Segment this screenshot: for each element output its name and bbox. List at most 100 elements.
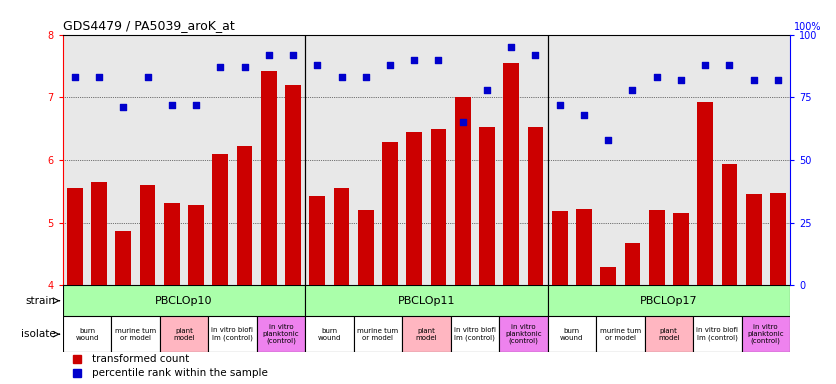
Point <box>553 102 566 108</box>
Bar <box>431 129 446 285</box>
Text: in vitro biofi
lm (control): in vitro biofi lm (control) <box>212 328 253 341</box>
Point <box>140 74 154 80</box>
Text: in vitro
planktonic
(control): in vitro planktonic (control) <box>747 324 784 344</box>
Point <box>407 56 421 63</box>
Bar <box>721 164 737 285</box>
Bar <box>261 71 277 285</box>
Point <box>601 137 614 143</box>
Bar <box>746 194 762 285</box>
Point <box>189 102 202 108</box>
Bar <box>402 316 451 352</box>
Point <box>237 64 251 70</box>
Point <box>310 61 324 68</box>
Bar <box>285 85 301 285</box>
Bar <box>770 193 786 285</box>
Bar <box>111 316 160 352</box>
Bar <box>499 316 548 352</box>
Bar <box>63 285 305 316</box>
Bar <box>305 316 354 352</box>
Text: murine tum
or model: murine tum or model <box>115 328 156 341</box>
Point <box>625 87 639 93</box>
Bar <box>91 182 107 285</box>
Bar <box>354 316 402 352</box>
Bar <box>649 210 665 285</box>
Point <box>334 74 348 80</box>
Text: GDS4479 / PA5039_aroK_at: GDS4479 / PA5039_aroK_at <box>63 19 234 32</box>
Point <box>722 61 736 68</box>
Bar <box>67 188 83 285</box>
Bar <box>548 285 790 316</box>
Bar <box>693 316 742 352</box>
Point <box>504 44 517 50</box>
Bar <box>479 127 495 285</box>
Bar <box>309 196 325 285</box>
Point <box>771 77 784 83</box>
Bar <box>382 142 398 285</box>
Text: percentile rank within the sample: percentile rank within the sample <box>92 368 268 378</box>
Text: in vitro
planktonic
(control): in vitro planktonic (control) <box>263 324 299 344</box>
Bar <box>160 316 208 352</box>
Bar <box>742 316 790 352</box>
Text: transformed count: transformed count <box>92 354 189 364</box>
Bar <box>305 285 548 316</box>
Text: burn
wound: burn wound <box>75 328 99 341</box>
Text: strain: strain <box>25 296 55 306</box>
Text: PBCLOp17: PBCLOp17 <box>640 296 697 306</box>
Point <box>480 87 493 93</box>
Bar <box>552 212 568 285</box>
Point <box>165 102 178 108</box>
Point <box>698 61 711 68</box>
Text: PBCLOp10: PBCLOp10 <box>155 296 212 306</box>
Bar <box>451 316 499 352</box>
Bar <box>63 316 111 352</box>
Bar <box>164 203 180 285</box>
Point <box>116 104 130 110</box>
Bar <box>697 102 713 285</box>
Bar <box>212 154 228 285</box>
Text: plant
model: plant model <box>658 328 680 341</box>
Bar <box>257 316 305 352</box>
Point <box>747 77 760 83</box>
Bar <box>600 266 616 285</box>
Point <box>577 112 590 118</box>
Text: 100%: 100% <box>794 22 822 32</box>
Text: in vitro
planktonic
(control): in vitro planktonic (control) <box>505 324 542 344</box>
Point <box>456 119 469 126</box>
Point <box>286 51 299 58</box>
Bar <box>548 316 596 352</box>
Text: murine tum
or model: murine tum or model <box>357 328 399 341</box>
Bar <box>528 127 543 285</box>
Bar <box>188 205 204 285</box>
Point <box>213 64 227 70</box>
Text: burn
wound: burn wound <box>560 328 584 341</box>
Point <box>92 74 105 80</box>
Bar <box>624 243 640 285</box>
Text: isolate: isolate <box>21 329 55 339</box>
Bar <box>673 213 689 285</box>
Point <box>674 77 687 83</box>
Bar <box>596 316 645 352</box>
Bar <box>334 188 349 285</box>
Bar <box>455 97 471 285</box>
Point <box>528 51 542 58</box>
Text: plant
model: plant model <box>173 328 195 341</box>
Point <box>68 74 81 80</box>
Bar <box>406 132 422 285</box>
Bar <box>115 231 131 285</box>
Text: murine tum
or model: murine tum or model <box>599 328 641 341</box>
Bar <box>576 209 592 285</box>
Bar <box>237 146 252 285</box>
Bar <box>140 185 155 285</box>
Point <box>431 56 445 63</box>
Point <box>262 51 275 58</box>
Text: PBCLOp11: PBCLOp11 <box>398 296 455 306</box>
Text: plant
model: plant model <box>415 328 437 341</box>
Text: burn
wound: burn wound <box>318 328 341 341</box>
Bar <box>358 210 374 285</box>
Point <box>359 74 372 80</box>
Point <box>383 61 396 68</box>
Text: in vitro biofi
lm (control): in vitro biofi lm (control) <box>696 328 738 341</box>
Bar <box>503 63 519 285</box>
Bar <box>645 316 693 352</box>
Point <box>650 74 663 80</box>
